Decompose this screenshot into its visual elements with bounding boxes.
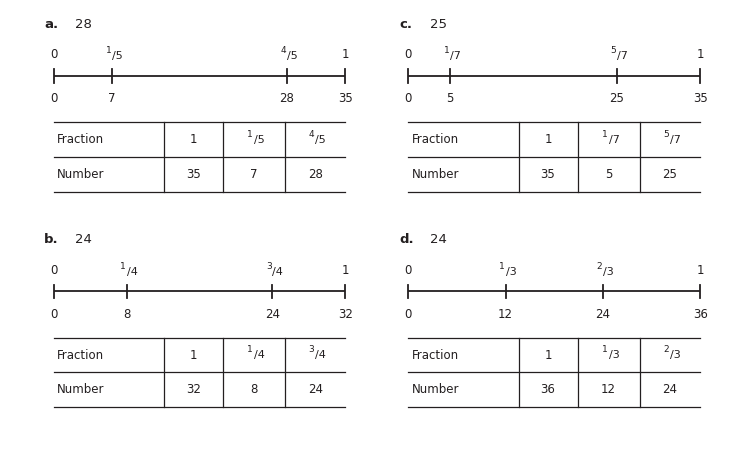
Text: 2: 2: [596, 262, 602, 271]
Text: 5: 5: [446, 92, 454, 106]
Text: 1: 1: [443, 46, 449, 55]
Text: 1: 1: [190, 133, 197, 146]
Text: Number: Number: [412, 168, 459, 181]
Text: 5: 5: [610, 46, 616, 55]
Text: 1: 1: [341, 264, 349, 277]
Text: 4: 4: [309, 130, 315, 139]
Text: 32: 32: [186, 383, 201, 396]
Text: 0: 0: [50, 308, 58, 321]
Text: 28: 28: [279, 92, 295, 106]
Text: 3: 3: [266, 262, 272, 271]
Text: 36: 36: [692, 308, 707, 321]
Text: 35: 35: [338, 92, 353, 106]
Text: 1: 1: [499, 262, 505, 271]
Text: /3: /3: [603, 267, 613, 277]
Text: 0: 0: [405, 48, 412, 62]
Text: 24: 24: [265, 308, 280, 321]
Text: 25: 25: [430, 18, 447, 31]
Text: /4: /4: [126, 267, 137, 277]
Text: 1: 1: [106, 46, 112, 55]
Text: b.: b.: [44, 233, 59, 247]
Text: /7: /7: [450, 51, 461, 62]
Text: a.: a.: [44, 18, 58, 31]
Text: /7: /7: [670, 135, 681, 145]
Text: 1: 1: [248, 345, 253, 354]
Text: 0: 0: [405, 92, 412, 106]
Text: 8: 8: [123, 308, 130, 321]
Text: Fraction: Fraction: [412, 348, 459, 361]
Text: /7: /7: [608, 135, 619, 145]
Text: /3: /3: [670, 350, 681, 360]
Text: 1: 1: [190, 348, 197, 361]
Text: Number: Number: [57, 383, 104, 396]
Text: /4: /4: [273, 267, 283, 277]
Text: 0: 0: [405, 264, 412, 277]
Text: /5: /5: [112, 51, 123, 62]
Text: /4: /4: [254, 350, 265, 360]
Text: Number: Number: [412, 383, 459, 396]
Text: 1: 1: [696, 264, 704, 277]
Text: 4: 4: [281, 46, 287, 55]
Text: 1: 1: [696, 48, 704, 62]
Text: Number: Number: [57, 168, 104, 181]
Text: 0: 0: [50, 92, 58, 106]
Text: 1: 1: [341, 48, 349, 62]
Text: 1: 1: [602, 345, 608, 354]
Text: /5: /5: [287, 51, 298, 62]
Text: 24: 24: [75, 233, 92, 247]
Text: 0: 0: [50, 48, 58, 62]
Text: 7: 7: [108, 92, 116, 106]
Text: Fraction: Fraction: [412, 133, 459, 146]
Text: /5: /5: [254, 135, 265, 145]
Text: 25: 25: [662, 168, 678, 181]
Text: d.: d.: [399, 233, 414, 247]
Text: 8: 8: [251, 383, 257, 396]
Text: 28: 28: [75, 18, 92, 31]
Text: Fraction: Fraction: [57, 133, 104, 146]
Text: 0: 0: [405, 308, 412, 321]
Text: 35: 35: [541, 168, 556, 181]
Text: 25: 25: [610, 92, 624, 106]
Text: 24: 24: [307, 383, 323, 396]
Text: 12: 12: [498, 308, 513, 321]
Text: 1: 1: [248, 130, 253, 139]
Text: c.: c.: [399, 18, 412, 31]
Text: 35: 35: [692, 92, 707, 106]
Text: 36: 36: [541, 383, 556, 396]
Text: 7: 7: [250, 168, 258, 181]
Text: 1: 1: [545, 348, 552, 361]
Text: /3: /3: [608, 350, 619, 360]
Text: Fraction: Fraction: [57, 348, 104, 361]
Text: 0: 0: [50, 264, 58, 277]
Text: /4: /4: [315, 350, 326, 360]
Text: 35: 35: [186, 168, 201, 181]
Text: 12: 12: [601, 383, 616, 396]
Text: /3: /3: [505, 267, 517, 277]
Text: 1: 1: [602, 130, 608, 139]
Text: 5: 5: [664, 130, 670, 139]
Text: 1: 1: [120, 262, 126, 271]
Text: 1: 1: [545, 133, 552, 146]
Text: /5: /5: [315, 135, 326, 145]
Text: 28: 28: [307, 168, 323, 181]
Text: /7: /7: [617, 51, 627, 62]
Text: 24: 24: [662, 383, 678, 396]
Text: 32: 32: [338, 308, 353, 321]
Text: 5: 5: [605, 168, 612, 181]
Text: 24: 24: [596, 308, 610, 321]
Text: 24: 24: [430, 233, 447, 247]
Text: 3: 3: [309, 345, 315, 354]
Text: 2: 2: [664, 345, 670, 354]
